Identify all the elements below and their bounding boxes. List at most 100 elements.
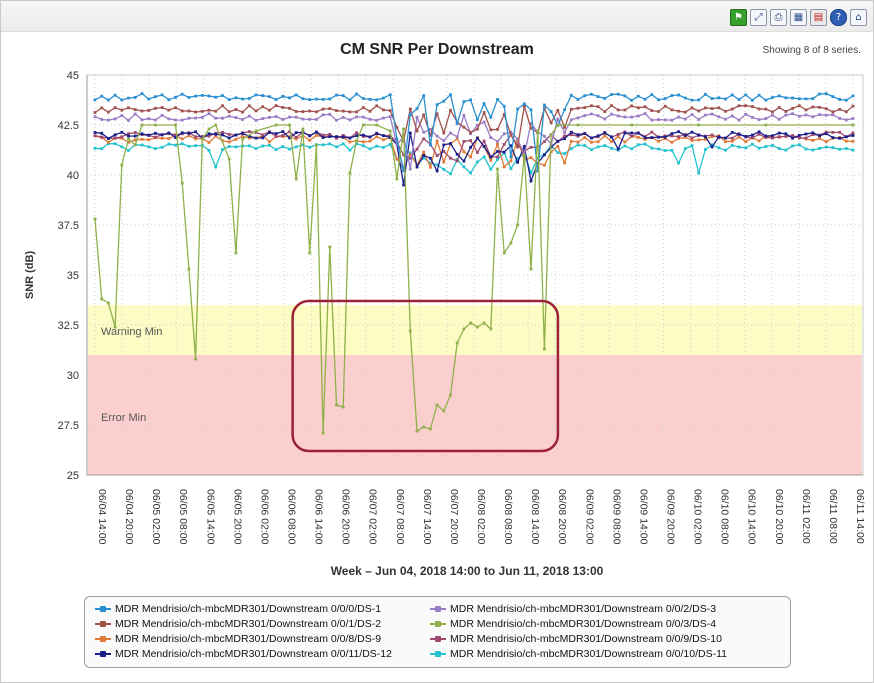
data-point [227,145,231,148]
data-point [227,98,231,101]
data-point [107,118,110,122]
data-point [140,138,144,141]
data-point [710,133,714,137]
print-icon[interactable]: ⎙ [770,9,787,26]
home-icon[interactable]: ⌂ [850,9,867,26]
legend-item[interactable]: MDR Mendrisio/ch-mbcMDR301/Downstream 0/… [95,647,392,661]
data-point [569,147,573,151]
data-point [811,131,815,135]
data-point [583,106,587,109]
legend-label: MDR Mendrisio/ch-mbcMDR301/Downstream 0/… [450,603,717,615]
data-point [489,167,493,171]
data-point [127,119,130,122]
data-point [227,136,231,140]
legend-item[interactable]: MDR Mendrisio/ch-mbcMDR301/Downstream 0/… [430,647,727,661]
data-point [724,136,727,140]
data-point [341,405,345,409]
data-point [187,134,191,138]
data-point [576,133,580,137]
data-point [757,146,761,150]
data-point [395,177,399,181]
data-point [717,96,721,100]
data-point [677,93,680,97]
legend-item[interactable]: MDR Mendrisio/ch-mbcMDR301/Downstream 0/… [95,632,381,646]
data-point [744,112,748,116]
data-point [777,135,781,139]
data-point [187,96,191,99]
legend-swatch [430,649,446,659]
data-point [321,133,325,137]
data-point [650,109,654,112]
data-point [455,122,459,125]
legend-item[interactable]: MDR Mendrisio/ch-mbcMDR301/Downstream 0/… [430,602,716,616]
data-point [724,117,727,121]
data-point [704,113,707,117]
data-point [167,137,171,140]
x-tick-label: 06/10 08:00 [719,489,731,545]
data-point [590,140,593,144]
x-tick-label: 06/09 14:00 [637,489,649,545]
data-point [341,142,345,146]
data-point [221,148,224,151]
data-point [415,107,419,111]
data-point [496,158,499,161]
expand-icon[interactable]: ⤢ [750,9,767,26]
flag-icon[interactable]: ⚑ [730,9,747,26]
data-point [690,130,694,134]
data-point [576,143,580,147]
data-point [623,108,627,112]
data-point [616,147,620,151]
data-point [361,133,365,137]
data-point [140,123,144,127]
data-point [388,93,392,97]
legend-item[interactable]: MDR Mendrisio/ch-mbcMDR301/Downstream 0/… [95,617,381,631]
threshold-band [88,355,862,475]
data-point [408,153,412,156]
data-point [254,109,258,113]
data-point [764,107,768,111]
data-point [771,96,774,99]
legend-item[interactable]: MDR Mendrisio/ch-mbcMDR301/Downstream 0/… [430,617,716,631]
excel-export-icon[interactable]: ▦ [790,9,807,26]
data-point [408,167,412,171]
data-point [563,125,566,129]
data-point [107,137,110,140]
help-icon[interactable]: ? [830,9,847,26]
legend-item[interactable]: MDR Mendrisio/ch-mbcMDR301/Downstream 0/… [430,632,722,646]
data-point [811,139,815,142]
data-point [663,118,667,122]
data-point [784,113,788,117]
x-tick-label: 06/08 14:00 [529,489,541,545]
data-point [180,118,184,122]
data-point [677,109,680,113]
legend-item[interactable]: MDR Mendrisio/ch-mbcMDR301/Downstream 0/… [95,602,381,616]
data-point [281,95,285,98]
data-point [429,127,432,131]
pdf-export-icon[interactable]: ▤ [810,9,827,26]
legend-label: MDR Mendrisio/ch-mbcMDR301/Downstream 0/… [115,603,382,615]
data-point [368,147,372,151]
data-point [113,106,117,110]
data-point [388,136,392,139]
data-point [851,139,855,143]
data-point [154,106,157,110]
data-point [818,134,821,138]
data-point [704,106,707,110]
data-point [730,139,734,143]
data-point [804,132,808,136]
data-point [576,98,580,101]
data-point [683,96,687,100]
data-point [174,123,177,127]
data-point [308,145,312,149]
data-point [744,93,748,97]
data-point [549,110,553,113]
data-point [154,123,157,127]
data-point [120,145,124,149]
data-point [154,147,157,150]
data-point [536,169,540,173]
data-point [489,128,493,132]
data-point [704,137,707,141]
data-point [556,144,560,148]
data-point [522,149,526,153]
data-point [462,100,466,104]
